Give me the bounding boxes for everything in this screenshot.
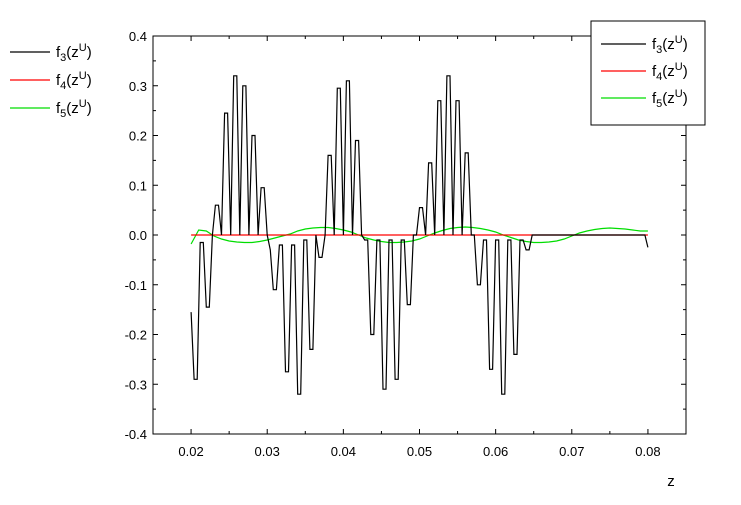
y-tick-label: -0.2 — [125, 328, 147, 343]
legend-inside-label: f4(zU) — [652, 61, 688, 83]
x-tick-label: 0.04 — [331, 444, 356, 459]
y-tick-label: -0.4 — [125, 427, 147, 442]
legend-inside-label: f5(zU) — [652, 88, 688, 110]
y-axis: -0.4 -0.3 -0.2 -0.1 0.0 0.1 0.2 0.3 0.4 — [125, 29, 686, 442]
series-layer — [190, 75, 649, 395]
y-tick-label: 0.0 — [129, 228, 147, 243]
x-tick-label: 0.05 — [407, 444, 432, 459]
y-tick-label: 0.1 — [129, 178, 147, 193]
legend-outside: f3(zU) f4(zU) f5(zU) — [10, 42, 92, 120]
x-axis-title: z — [667, 473, 675, 490]
legend-outside-label: f5(zU) — [56, 98, 92, 120]
y-tick-label: -0.3 — [125, 377, 147, 392]
x-tick-label: 0.06 — [483, 444, 508, 459]
x-tick-label: 0.08 — [635, 444, 660, 459]
x-tick-label: 0.07 — [559, 444, 584, 459]
y-tick-label: -0.1 — [125, 278, 147, 293]
x-tick-label: 0.02 — [178, 444, 203, 459]
y-tick-label: 0.2 — [129, 129, 147, 144]
x-axis: 0.02 0.03 0.04 0.05 0.06 0.07 0.08 — [152, 36, 687, 459]
legend-inside: f3(zU) f4(zU) f5(zU) — [590, 20, 706, 126]
series-line-3 — [190, 75, 649, 395]
legend-outside-label: f4(zU) — [56, 70, 92, 92]
series-line-5 — [190, 226, 648, 245]
legend-inside-label: f3(zU) — [652, 34, 688, 56]
x-tick-label: 0.03 — [255, 444, 280, 459]
legend-box — [590, 20, 706, 126]
legend-outside-label: f3(zU) — [56, 42, 92, 64]
y-tick-label: 0.4 — [129, 29, 147, 44]
y-tick-label: 0.3 — [129, 79, 147, 94]
